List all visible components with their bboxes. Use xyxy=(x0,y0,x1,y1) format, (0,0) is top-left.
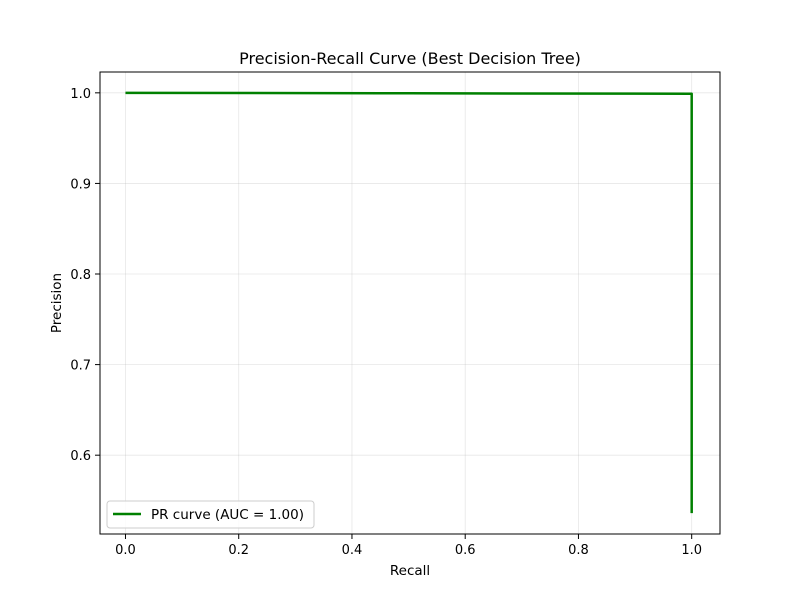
x-tick-label: 1.0 xyxy=(681,543,702,558)
y-tick-label: 1.0 xyxy=(70,87,91,102)
x-tick-label: 0.8 xyxy=(568,543,589,558)
legend-label: PR curve (AUC = 1.00) xyxy=(151,507,304,523)
y-axis-label: Precision xyxy=(49,273,65,333)
x-axis-label: Recall xyxy=(390,563,430,579)
x-tick-label: 0.0 xyxy=(115,543,136,558)
x-tick-label: 0.4 xyxy=(342,543,363,558)
chart-title: Precision-Recall Curve (Best Decision Tr… xyxy=(239,49,581,68)
x-tick-label: 0.2 xyxy=(228,543,249,558)
legend-box xyxy=(106,500,315,529)
y-tick-label: 0.9 xyxy=(70,177,91,192)
series-layer xyxy=(125,91,693,514)
x-tick-label: 0.6 xyxy=(455,543,476,558)
y-axis: 0.6 0.7 0.8 0.9 1.0 xyxy=(70,87,100,464)
series-line-0 xyxy=(125,91,693,514)
y-tick-label: 0.8 xyxy=(70,268,91,283)
x-axis: 0.0 0.2 0.4 0.6 0.8 1.0 xyxy=(115,534,702,558)
y-tick-label: 0.7 xyxy=(70,359,91,374)
plot-frame xyxy=(99,71,721,535)
y-tick-label: 0.6 xyxy=(70,449,91,464)
legend: PR curve (AUC = 1.00) xyxy=(106,500,315,529)
